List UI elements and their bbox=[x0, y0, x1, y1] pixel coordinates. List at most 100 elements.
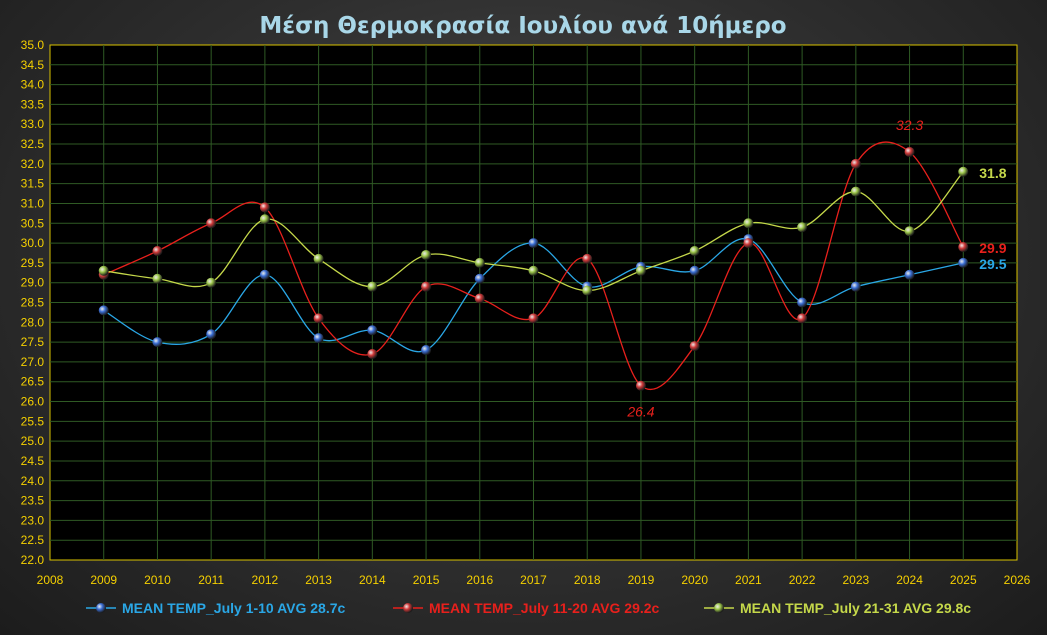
y-tick-label: 23.5 bbox=[21, 494, 45, 508]
legend-marker bbox=[96, 603, 106, 613]
y-tick-label: 24.0 bbox=[21, 474, 45, 488]
data-point bbox=[635, 380, 646, 391]
y-tick-label: 32.5 bbox=[21, 137, 45, 151]
data-point bbox=[474, 273, 485, 284]
y-tick-label: 33.0 bbox=[21, 117, 45, 131]
data-point bbox=[689, 265, 700, 276]
y-tick-label: 28.5 bbox=[21, 296, 45, 310]
data-point bbox=[421, 281, 432, 292]
y-tick-label: 27.0 bbox=[21, 355, 45, 369]
data-point bbox=[313, 313, 324, 324]
x-tick-label: 2009 bbox=[90, 573, 117, 587]
data-point bbox=[743, 238, 754, 249]
x-tick-label: 2019 bbox=[628, 573, 655, 587]
data-point bbox=[743, 218, 754, 229]
x-tick-label: 2014 bbox=[359, 573, 386, 587]
data-point bbox=[152, 246, 163, 256]
axes: 22.0 22.5 23.0 23.5 24.0 24.5 25.0 25.5 26.0 26.5… bbox=[21, 38, 1031, 587]
data-point bbox=[797, 222, 808, 233]
data-point bbox=[98, 305, 109, 316]
y-tick-label: 24.5 bbox=[21, 454, 45, 468]
data-point bbox=[259, 214, 270, 225]
data-point bbox=[206, 329, 217, 340]
y-tick-label: 34.5 bbox=[21, 58, 45, 72]
data-point bbox=[259, 269, 270, 280]
data-point bbox=[635, 265, 646, 276]
y-tick-label: 27.5 bbox=[21, 335, 45, 349]
data-point bbox=[98, 265, 109, 276]
legend-item-2: MEAN TEMP_July 11-20 AVG 29.2c bbox=[393, 600, 660, 616]
data-point bbox=[421, 345, 432, 356]
x-tick-label: 2023 bbox=[842, 573, 869, 587]
data-label: 29.9 bbox=[979, 240, 1006, 256]
legend: MEAN TEMP_July 1-10 AVG 28.7c MEAN TEMP_J… bbox=[86, 600, 971, 616]
x-tick-label: 2017 bbox=[520, 573, 547, 587]
data-point bbox=[367, 281, 378, 292]
series-2 bbox=[98, 141, 969, 391]
data-point bbox=[474, 257, 485, 268]
data-point bbox=[904, 226, 915, 237]
y-tick-label: 26.0 bbox=[21, 395, 45, 409]
data-point bbox=[421, 249, 432, 260]
data-point bbox=[259, 202, 270, 213]
x-tick-label: 2026 bbox=[1004, 573, 1031, 587]
y-tick-label: 30.0 bbox=[21, 236, 45, 250]
y-tick-label: 22.0 bbox=[21, 553, 45, 567]
y-tick-label: 25.0 bbox=[21, 434, 45, 448]
legend-item-3: MEAN TEMP_July 21-31 AVG 29.8c bbox=[704, 600, 971, 616]
data-point bbox=[958, 166, 969, 177]
data-point bbox=[152, 273, 163, 284]
x-tick-label: 2022 bbox=[789, 573, 816, 587]
data-point bbox=[367, 325, 378, 336]
data-point bbox=[313, 253, 324, 264]
y-tick-label: 30.5 bbox=[21, 216, 45, 230]
series-3 bbox=[98, 166, 969, 296]
x-tick-label: 2016 bbox=[466, 573, 493, 587]
data-point bbox=[152, 337, 163, 348]
x-tick-label: 2025 bbox=[950, 573, 977, 587]
y-tick-label: 35.0 bbox=[21, 38, 45, 52]
y-tick-label: 32.0 bbox=[21, 157, 45, 171]
data-point bbox=[850, 186, 861, 197]
y-tick-label: 31.5 bbox=[21, 177, 45, 191]
data-point bbox=[958, 257, 969, 268]
y-tick-label: 22.5 bbox=[21, 533, 45, 547]
data-point bbox=[958, 242, 969, 253]
data-point bbox=[904, 269, 915, 280]
data-point bbox=[528, 265, 539, 276]
x-tick-label: 2020 bbox=[681, 573, 708, 587]
y-tick-label: 28.0 bbox=[21, 315, 45, 329]
data-point bbox=[850, 158, 861, 169]
data-labels: 32.3 26.4 31.8 29.929.5 bbox=[626, 117, 1006, 420]
data-point bbox=[689, 341, 700, 352]
y-tick-label: 29.5 bbox=[21, 256, 45, 270]
legend-label: MEAN TEMP_July 21-31 AVG 29.8c bbox=[740, 600, 971, 616]
data-label: 29.5 bbox=[979, 256, 1006, 272]
legend-label: MEAN TEMP_July 1-10 AVG 28.7c bbox=[122, 600, 346, 616]
data-point bbox=[206, 277, 217, 288]
data-point bbox=[528, 238, 539, 249]
series-line bbox=[103, 141, 964, 391]
grid bbox=[50, 45, 1017, 560]
y-tick-label: 25.5 bbox=[21, 414, 45, 428]
data-point bbox=[904, 146, 915, 157]
x-tick-label: 2008 bbox=[37, 573, 64, 587]
y-tick-label: 31.0 bbox=[21, 196, 45, 210]
x-tick-label: 2011 bbox=[198, 573, 224, 587]
series-layer bbox=[98, 141, 969, 391]
data-point bbox=[367, 349, 378, 359]
data-point bbox=[850, 281, 861, 292]
legend-marker bbox=[714, 603, 724, 613]
x-tick-label: 2012 bbox=[252, 573, 279, 587]
y-tick-label: 34.0 bbox=[21, 78, 45, 92]
x-tick-label: 2013 bbox=[305, 573, 332, 587]
legend-item-1: MEAN TEMP_July 1-10 AVG 28.7c bbox=[86, 600, 346, 616]
x-tick-label: 2021 bbox=[735, 573, 762, 587]
y-tick-label: 23.0 bbox=[21, 513, 45, 527]
data-point bbox=[797, 297, 808, 308]
data-point bbox=[474, 293, 485, 304]
y-tick-label: 26.5 bbox=[21, 375, 45, 389]
data-point bbox=[797, 313, 808, 324]
x-tick-label: 2010 bbox=[144, 573, 171, 587]
